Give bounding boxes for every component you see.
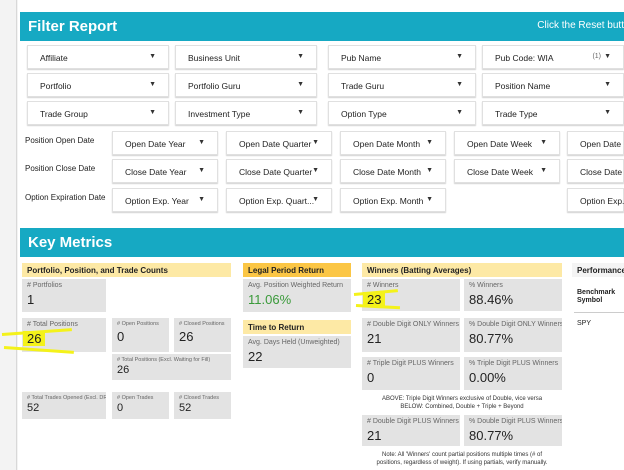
close-date-quarter-dropdown[interactable]: Close Date Quarter ▼ xyxy=(226,159,332,183)
portfolios-card: # Portfolios 1 xyxy=(22,279,106,312)
chevron-down-icon: ▼ xyxy=(312,167,319,174)
business-unit-dropdown[interactable]: Business Unit ▼ xyxy=(175,45,317,69)
close-date-year-dropdown[interactable]: Close Date Year ▼ xyxy=(112,159,218,183)
key-metrics-title: Key Metrics xyxy=(28,234,113,251)
trade-group-dropdown[interactable]: Trade Group ▼ xyxy=(27,101,169,125)
position-name-dropdown[interactable]: Position Name ▼ xyxy=(482,73,624,97)
option-exp-dropdown[interactable]: Option Exp. xyxy=(567,188,624,212)
portfolio-guru-dropdown[interactable]: Portfolio Guru ▼ xyxy=(175,73,317,97)
pub-name-dropdown[interactable]: Pub Name ▼ xyxy=(328,45,476,69)
days-held-card: Avg. Days Held (Unweighted) 22 xyxy=(243,336,351,368)
trades-opened-card: # Total Trades Opened (Excl. DRIP) 52 xyxy=(22,392,106,419)
pct-td-plus-card: % Triple Digit PLUS Winners 0.00% xyxy=(464,357,562,390)
chevron-down-icon: ▼ xyxy=(604,109,611,116)
benchmark-symbol-value: SPY xyxy=(577,320,592,327)
option-exp-row-label: Option Expiration Date xyxy=(25,193,106,202)
dd-only-card: # Double Digit ONLY Winners 21 xyxy=(362,318,460,352)
close-date-row-label: Position Close Date xyxy=(25,164,96,173)
chevron-down-icon: ▼ xyxy=(297,109,304,116)
benchmark-symbol-label: Benchmark Symbol xyxy=(577,289,616,305)
portfolio-counts-header: Portfolio, Position, and Trade Counts xyxy=(22,263,231,277)
pct-dd-plus-card: % Double Digit PLUS Winners 80.77% xyxy=(464,415,562,446)
open-date-row-label: Position Open Date xyxy=(25,136,95,145)
reset-note: Click the Reset butt xyxy=(537,20,624,31)
affiliate-dropdown[interactable]: Affiliate ▼ xyxy=(27,45,169,69)
closed-positions-card: # Closed Positions 26 xyxy=(174,318,231,352)
open-date-year-dropdown[interactable]: Open Date Year ▼ xyxy=(112,131,218,155)
td-plus-card: # Triple Digit PLUS Winners 0 xyxy=(362,357,460,390)
chevron-down-icon: ▼ xyxy=(149,109,156,116)
chevron-down-icon: ▼ xyxy=(426,196,433,203)
chevron-down-icon: ▼ xyxy=(312,196,319,203)
chevron-down-icon: ▼ xyxy=(149,53,156,60)
chevron-down-icon: ▼ xyxy=(604,81,611,88)
chevron-down-icon: ▼ xyxy=(426,139,433,146)
option-exp-quarter-dropdown[interactable]: Option Exp. Quart... ▼ xyxy=(226,188,332,212)
chevron-down-icon: ▼ xyxy=(456,109,463,116)
filter-report-header: Filter Report Click the Reset butt xyxy=(20,12,624,41)
chevron-down-icon: ▼ xyxy=(540,139,547,146)
option-exp-year-dropdown[interactable]: Option Exp. Year ▼ xyxy=(112,188,218,212)
total-positions-card: # Total Positions 26 xyxy=(22,318,106,352)
open-date-month-dropdown[interactable]: Open Date Month ▼ xyxy=(340,131,446,155)
open-positions-card: # Open Positions 0 xyxy=(112,318,169,352)
investment-type-dropdown[interactable]: Investment Type ▼ xyxy=(175,101,317,125)
pct-winners-card: % Winners 88.46% xyxy=(464,279,562,311)
chevron-down-icon: ▼ xyxy=(149,81,156,88)
winners-note-partials: Note: All 'Winners' count partial positi… xyxy=(376,452,548,467)
open-date-dropdown[interactable]: Open Date xyxy=(567,131,624,155)
total-positions-value: 26 xyxy=(23,330,46,346)
winners-note-above: ABOVE: Triple Digit Winners exclusive of… xyxy=(381,396,543,411)
dd-plus-card: # Double Digit PLUS Winners 21 xyxy=(362,415,460,446)
performance-divider xyxy=(574,312,624,313)
performance-header: Performance xyxy=(572,263,624,277)
trade-guru-dropdown[interactable]: Trade Guru ▼ xyxy=(328,73,476,97)
portfolio-dropdown[interactable]: Portfolio ▼ xyxy=(27,73,169,97)
winners-header: Winners (Batting Averages) xyxy=(362,263,562,277)
open-trades-card: # Open Trades 0 xyxy=(112,392,169,419)
pct-dd-only-card: % Double Digit ONLY Winners 80.77% xyxy=(464,318,562,352)
left-gutter xyxy=(0,0,18,470)
trade-type-dropdown[interactable]: Trade Type ▼ xyxy=(482,101,624,125)
chevron-down-icon: ▼ xyxy=(198,167,205,174)
winners-value: 23 xyxy=(363,291,386,307)
chevron-down-icon: ▼ xyxy=(297,53,304,60)
chevron-down-icon: ▼ xyxy=(426,167,433,174)
legal-period-header: Legal Period Return xyxy=(243,263,351,277)
close-date-dropdown[interactable]: Close Date xyxy=(567,159,624,183)
chevron-down-icon: ▼ xyxy=(540,167,547,174)
chevron-down-icon: ▼ xyxy=(456,53,463,60)
close-date-month-dropdown[interactable]: Close Date Month ▼ xyxy=(340,159,446,183)
chevron-down-icon: ▼ xyxy=(297,81,304,88)
chevron-down-icon: ▼ xyxy=(198,196,205,203)
open-date-quarter-dropdown[interactable]: Open Date Quarter ▼ xyxy=(226,131,332,155)
avg-return-card: Avg. Position Weighted Return 11.06% xyxy=(243,279,351,312)
filter-report-title: Filter Report xyxy=(28,18,118,35)
chevron-down-icon: ▼ xyxy=(604,53,611,60)
option-type-dropdown[interactable]: Option Type ▼ xyxy=(328,101,476,125)
pub-code-dropdown[interactable]: Pub Code: WIA (1) ▼ xyxy=(482,45,624,69)
chevron-down-icon: ▼ xyxy=(312,139,319,146)
gutter-divider xyxy=(16,0,17,470)
key-metrics-header: Key Metrics xyxy=(20,228,624,257)
closed-trades-card: # Closed Trades 52 xyxy=(174,392,231,419)
option-exp-month-dropdown[interactable]: Option Exp. Month ▼ xyxy=(340,188,446,212)
close-date-week-dropdown[interactable]: Close Date Week ▼ xyxy=(454,159,560,183)
time-to-return-header: Time to Return xyxy=(243,320,351,334)
total-excl-card: # Total Positions (Excl. Waiting for Fil… xyxy=(112,354,231,380)
chevron-down-icon: ▼ xyxy=(198,139,205,146)
open-date-week-dropdown[interactable]: Open Date Week ▼ xyxy=(454,131,560,155)
chevron-down-icon: ▼ xyxy=(456,81,463,88)
